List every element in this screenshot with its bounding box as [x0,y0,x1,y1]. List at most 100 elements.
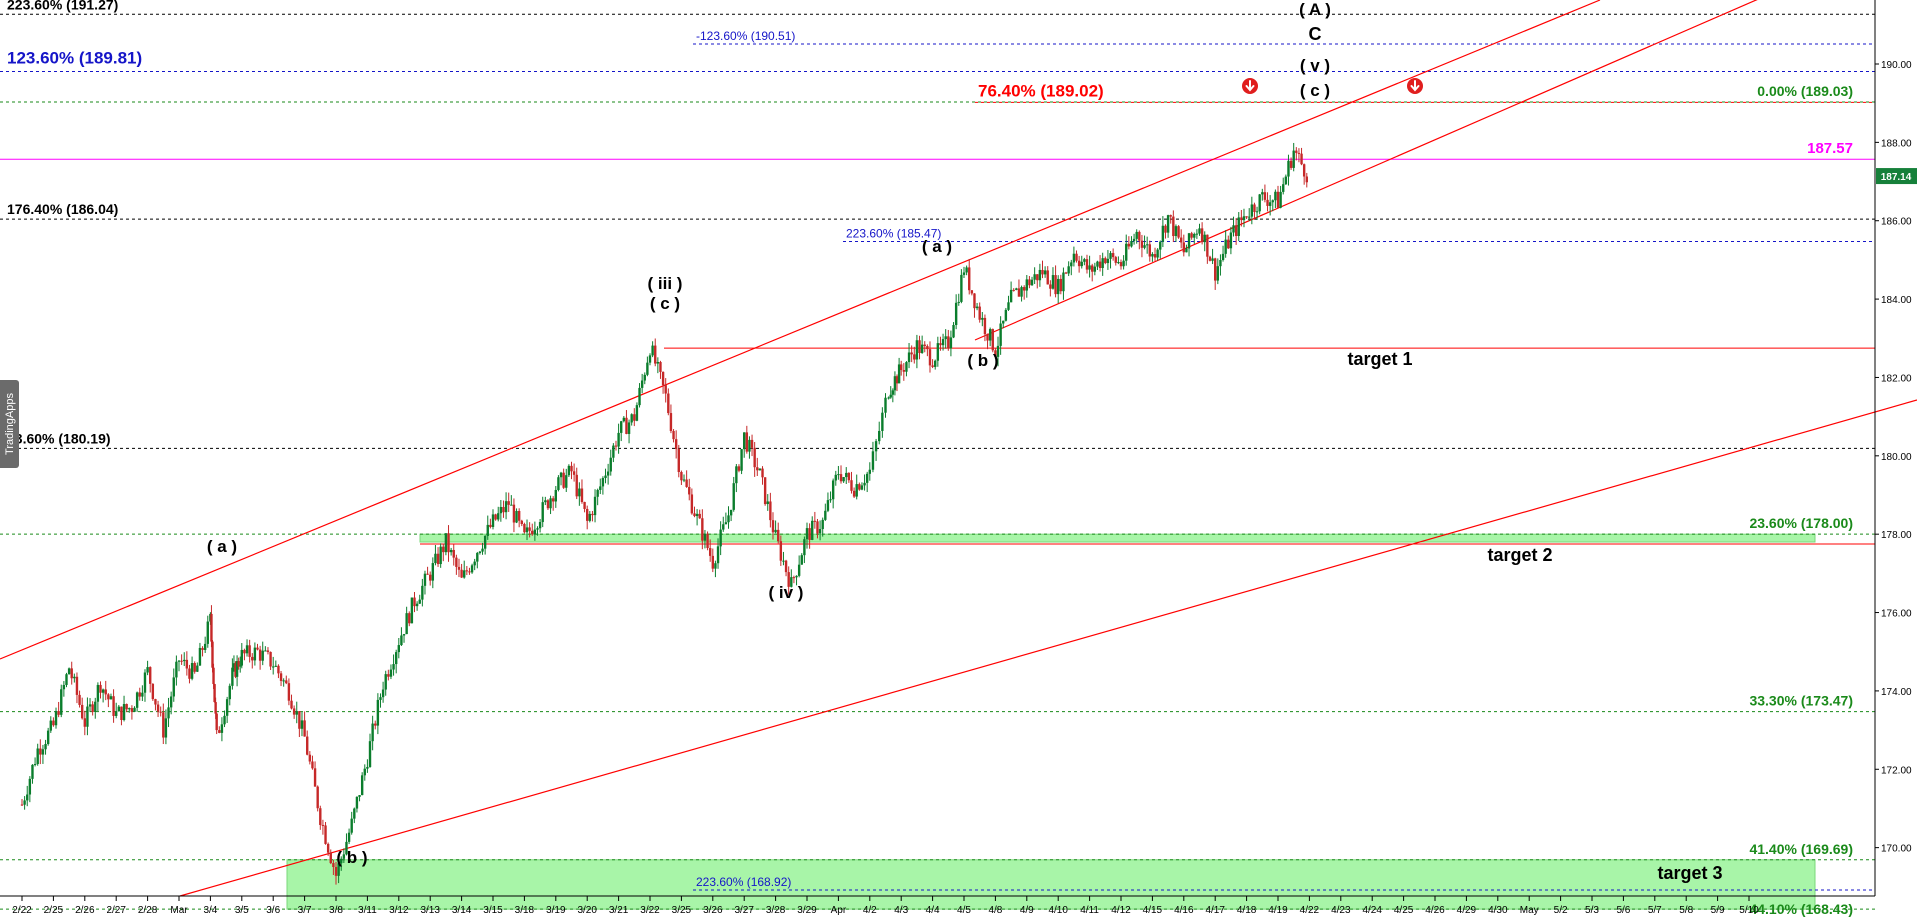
candle-body [591,513,594,516]
candle-body [303,720,306,737]
x-tick-label: May [1520,905,1539,916]
candle-body [1012,289,1015,291]
candle-body [345,841,348,855]
watermark-tab: TradingApps [0,380,19,468]
x-tick-label: 2/27 [106,905,126,916]
candle-body [494,514,497,520]
x-tick-label: 3/27 [734,905,754,916]
candle-body [185,659,189,669]
candle-body [533,529,537,535]
candle-body [1271,200,1274,203]
candle-body [115,711,118,716]
candle-body [821,519,824,530]
candle-body [996,345,1000,357]
candle-body [732,483,735,510]
candle-body [193,663,196,672]
candle-body [1292,150,1295,168]
candle-body [39,748,42,755]
candle-body [884,397,887,413]
x-tick-label: 4/12 [1111,905,1131,916]
candle-body [347,832,351,842]
candle-body [690,494,694,514]
candle-body [358,795,361,797]
candle-body [688,486,691,495]
candle-body [251,656,254,661]
candle-body [201,647,204,650]
candle-body [1282,184,1285,192]
x-tick-label: 4/30 [1488,905,1508,916]
candle-body [117,706,121,712]
candle-body [546,500,550,509]
trend-channel [0,0,1917,897]
candle-body [900,364,903,371]
candle-body [180,660,183,662]
candle-body [274,665,278,667]
candle-body [248,645,251,657]
candle-body [379,697,382,700]
candle-body [1002,320,1005,324]
candle-body [1258,194,1261,212]
candle-body [1043,270,1047,275]
level-label: 123.60% (189.81) [7,48,142,67]
candle-body [245,645,249,654]
candle-body [1143,245,1146,248]
candle-body [183,659,186,662]
candle-body [528,527,531,531]
candle-body [855,484,858,497]
candle-body [67,668,71,675]
x-tick-label: 4/2 [863,905,877,916]
candle-body [20,804,24,806]
candle-body [468,571,471,573]
candle-body [1156,249,1159,258]
level-label: 223.60% (168.92) [696,875,791,889]
candle-body [1148,244,1151,257]
candle-body [962,272,966,275]
candle-body [203,643,207,650]
candle-body [368,741,372,767]
wave-label: ( b ) [967,351,998,370]
candle-body [1135,231,1138,239]
level-label: 187.57 [1807,140,1853,157]
candle-body [41,749,45,755]
candle-body [1234,225,1238,236]
candle-body [300,720,304,729]
candle-body [931,365,934,367]
candle-body [520,520,523,525]
candle-body [190,663,194,679]
candle-body [737,466,741,471]
candle-body [604,475,607,479]
candle-body [800,555,803,565]
candle-body [122,704,126,720]
candle-body [664,385,667,394]
candle-body [1284,176,1288,185]
candle-body [376,699,380,726]
candle-body [1015,288,1018,290]
candle-body [141,692,144,697]
y-tick-label: 180.00 [1881,452,1912,463]
candle-body [787,572,790,587]
candle-body [1159,241,1162,250]
candle-body [837,474,840,476]
candle-body [1049,284,1052,289]
candle-body [745,432,749,452]
candle-body [1111,253,1115,258]
candle-body [223,715,226,725]
candle-body [811,520,814,540]
candle-body [1028,279,1031,286]
candle-body [277,665,280,674]
x-tick-label: 4/24 [1362,905,1382,916]
x-tick-label: 2/22 [12,905,32,916]
candle-body [167,707,170,719]
x-tick-label: 4/19 [1268,905,1288,916]
candle-body [306,736,309,755]
candle-body [232,663,236,668]
x-tick-label: 2/25 [44,905,64,916]
candle-body [1038,269,1042,281]
candle-body [133,707,136,712]
candle-body [218,730,221,733]
candle-body [402,634,406,636]
candle-body [565,475,568,488]
candle-body [541,502,544,523]
y-tick-label: 184.00 [1881,295,1912,306]
